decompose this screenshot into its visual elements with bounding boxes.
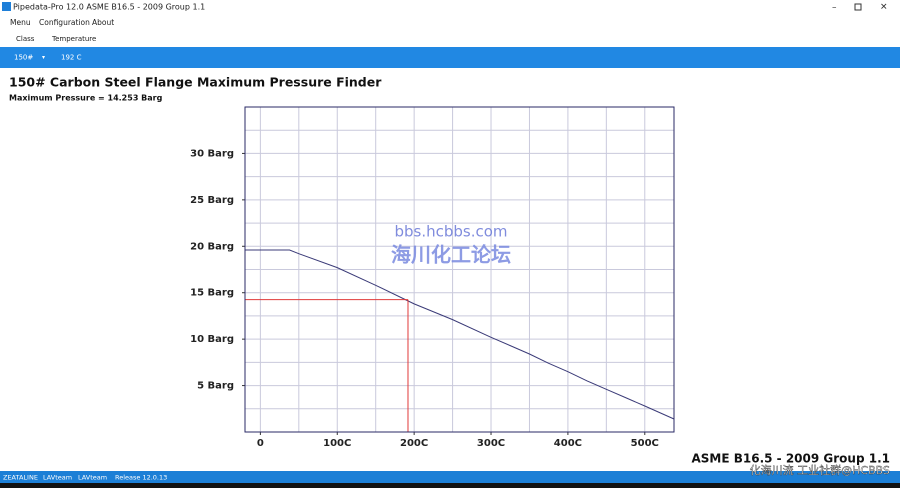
minimize-button[interactable]: – <box>832 3 837 13</box>
x-tick-label: 500C <box>631 438 659 449</box>
data-line <box>245 249 675 420</box>
dropdown-arrow[interactable]: ▾ <box>42 54 45 61</box>
watermark: 化海川流 工业社群@HCBBS <box>750 463 890 477</box>
result-text: Maximum Pressure = 14.253 Barg <box>9 94 163 103</box>
toolbar-label: Temperature <box>51 35 96 43</box>
temperature-input[interactable]: 192 C <box>61 54 82 62</box>
y-tick-label: 25 Barg <box>190 195 234 206</box>
taskbar-edge <box>0 483 900 488</box>
heading: 150# Carbon Steel Flange Maximum Pressur… <box>9 75 382 90</box>
title-bar <box>0 0 900 14</box>
window-title: Pipedata-Pro 12.0 ASME B16.5 - 2009 Grou… <box>13 3 205 12</box>
toolbar <box>0 47 900 68</box>
status-bar <box>0 471 900 483</box>
x-tick-label: 300C <box>477 438 505 449</box>
menu-item[interactable]: About <box>92 18 114 27</box>
maximize-button[interactable] <box>854 3 862 11</box>
status-item: LAVteam <box>43 474 72 482</box>
status-item: ZEATALINE <box>3 474 38 482</box>
footer-title: ASME B16.5 - 2009 Group 1.1 <box>692 452 891 466</box>
y-tick-label: 15 Barg <box>190 288 234 299</box>
watermark: 海川化工论坛 <box>391 243 511 267</box>
y-tick-label: 30 Barg <box>190 148 234 159</box>
x-tick-label: 0 <box>257 438 264 449</box>
x-tick-label: 100C <box>323 438 351 449</box>
menu-item[interactable]: Configuration <box>39 18 90 27</box>
toolbar-label: Class <box>16 35 35 43</box>
close-button[interactable]: ✕ <box>880 3 888 13</box>
watermark: bbs.hcbbs.com <box>394 223 507 241</box>
y-tick-label: 10 Barg <box>190 334 234 345</box>
x-tick-label: 400C <box>554 438 582 449</box>
class-select[interactable]: 150# <box>14 54 33 62</box>
x-tick-label: 200C <box>400 438 428 449</box>
y-tick-label: 5 Barg <box>197 381 234 392</box>
plot-border <box>244 106 675 433</box>
menu-item[interactable]: Menu <box>10 18 31 27</box>
status-item: LAVteam <box>78 474 107 482</box>
status-item: Release 12.0.13 <box>115 474 167 482</box>
y-tick-label: 20 Barg <box>190 241 234 252</box>
app-icon <box>2 2 11 11</box>
chart: 5 Barg 10 Barg 15 Barg 20 Barg 25 Barg 30 Bar… <box>190 106 675 449</box>
